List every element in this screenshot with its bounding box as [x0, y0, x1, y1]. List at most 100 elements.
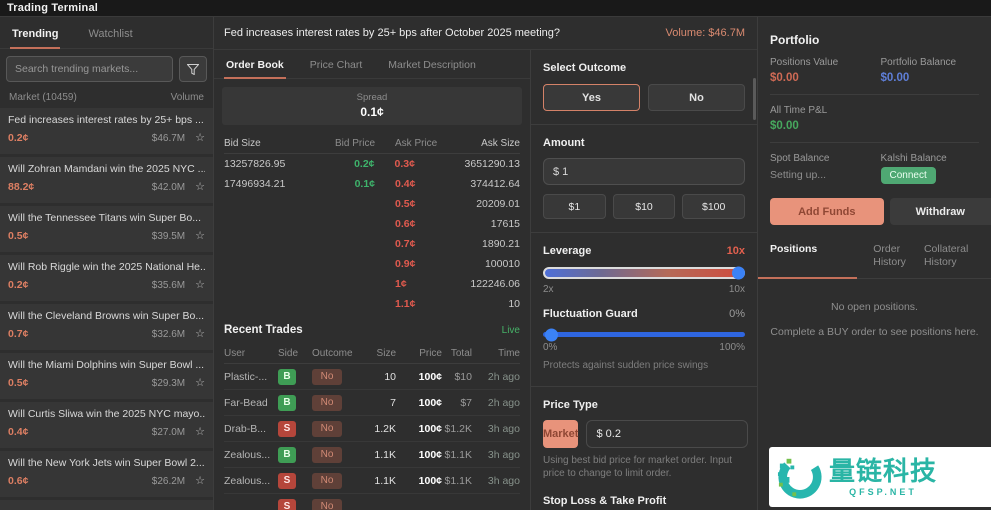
connect-button[interactable]: Connect [880, 167, 936, 184]
recent-trades-title: Recent Trades [224, 324, 303, 336]
trade-time: 2h ago [487, 396, 520, 409]
trade-row[interactable]: Drab-B... S No 1.2K 100¢ $1.2K 3h ago [224, 416, 520, 442]
market-list: Fed increases interest rates by 25+ bps … [0, 108, 213, 510]
leverage-section: Leverage 10x 2x 10x Fluctuation Guard 0% [531, 233, 757, 387]
live-indicator: Live [501, 324, 520, 336]
orderbook-row[interactable]: 0.7¢ 1890.21 [224, 234, 520, 254]
trade-time: 2h ago [487, 370, 520, 383]
orderbook-row[interactable]: 13257826.95 0.2¢ 0.3¢ 3651290.13 [224, 154, 520, 174]
market-volume: $26.2M [151, 475, 186, 487]
quick-amount-10[interactable]: $10 [612, 194, 676, 219]
tab-price-chart[interactable]: Price Chart [309, 59, 363, 71]
tab-collateral-history[interactable]: Collateral History [923, 243, 969, 269]
market-list-item[interactable]: Will Zohran Mamdani win the 2025 NYC ...… [0, 157, 213, 203]
orderbook-row[interactable]: 17496934.21 0.1¢ 0.4¢ 374412.64 [224, 174, 520, 194]
trade-total: $7 [460, 396, 472, 409]
star-icon[interactable]: ☆ [195, 474, 205, 487]
orderbook-row[interactable]: 1¢ 122246.06 [224, 274, 520, 294]
market-price: 0.6¢ [8, 475, 29, 487]
yes-button[interactable]: Yes [543, 84, 640, 111]
trade-row[interactable]: Plastic-... B No 10 100¢ $10 2h ago [224, 364, 520, 390]
orderbook-row[interactable]: 0.9¢ 100010 [224, 254, 520, 274]
market-list-item[interactable]: Will the Cleveland Browns win Super Bo..… [0, 304, 213, 350]
price-type-section: Price Type Market Using best bid price f… [531, 387, 757, 510]
bid-size: 17496934.21 [224, 178, 286, 190]
star-icon[interactable]: ☆ [195, 376, 205, 389]
star-icon[interactable]: ☆ [195, 327, 205, 340]
orderbook-table: Bid Size Bid Price Ask Price Ask Size 13… [214, 133, 530, 314]
market-volume-label: Volume: $46.7M [665, 27, 746, 39]
tab-watchlist[interactable]: Watchlist [88, 28, 133, 40]
portfolio-panel: Portfolio Positions Value $0.00 Portfoli… [758, 17, 991, 510]
outcome-badge: No [312, 498, 342, 510]
fluctuation-guard-thumb[interactable] [545, 328, 558, 341]
add-funds-button[interactable]: Add Funds [770, 198, 884, 225]
tab-positions[interactable]: Positions [758, 237, 858, 280]
tab-order-history[interactable]: Order History [873, 243, 906, 269]
sidebar-tabs: Trending Watchlist [0, 17, 213, 49]
market-title: Will the New York Jets win Super Bowl 2.… [8, 457, 205, 469]
trade-total: $1.1K [444, 474, 472, 487]
market-list-header: Market (10459) Volume [0, 89, 213, 108]
no-button[interactable]: No [648, 84, 745, 111]
trade-row[interactable]: Far-Bead B No 7 100¢ $7 2h ago [224, 390, 520, 416]
market-list-item[interactable]: Fed increases interest rates by 25+ bps … [0, 108, 213, 154]
limit-price-input[interactable] [586, 419, 749, 448]
orderbook-row[interactable]: 0.5¢ 20209.01 [224, 194, 520, 214]
tab-trending[interactable]: Trending [10, 20, 61, 49]
quick-amount-100[interactable]: $100 [682, 194, 746, 219]
spread-box: Spread 0.1¢ [222, 87, 522, 125]
all-time-pnl: $0.00 [770, 120, 799, 132]
trade-form-scrollbar[interactable] [753, 78, 756, 120]
recent-trades-header: User Side Outcome Size Price Total Time [224, 344, 520, 364]
star-icon[interactable]: ☆ [195, 425, 205, 438]
quick-amount-1[interactable]: $1 [543, 194, 606, 219]
tab-order-book[interactable]: Order Book [224, 53, 286, 79]
leverage-value: 10x [726, 245, 745, 257]
leverage-slider[interactable] [543, 266, 745, 280]
trade-row[interactable]: Zealous... B No 1.1K 100¢ $1.1K 3h ago [224, 442, 520, 468]
side-badge-buy: B [278, 368, 296, 385]
orderbook-tabs: Order Book Price Chart Market Descriptio… [214, 50, 530, 79]
market-title: Fed increases interest rates by 25+ bps … [8, 114, 204, 126]
market-question-title: Fed increases interest rates by 25+ bps … [224, 27, 560, 39]
market-list-item[interactable]: Will the Tennessee Titans win Super Bo..… [0, 206, 213, 252]
market-list-item[interactable]: Will Rob Riggle win the 2025 National He… [0, 255, 213, 301]
col-outcome: Outcome [312, 348, 353, 359]
trade-form: Select Outcome Yes No Amount $1 $10 $100 [531, 50, 757, 510]
tab-market-description[interactable]: Market Description [388, 59, 476, 71]
star-icon[interactable]: ☆ [195, 229, 205, 242]
orderbook-row[interactable]: 1.1¢ 10 [224, 294, 520, 314]
star-icon[interactable]: ☆ [195, 278, 205, 291]
trade-size: 10 [384, 370, 396, 383]
price-type-label: Price Type [543, 398, 598, 411]
market-title: Will the Tennessee Titans win Super Bo..… [8, 212, 201, 224]
star-icon[interactable]: ☆ [195, 180, 205, 193]
market-list-item-partial[interactable] [0, 500, 213, 510]
orderbook-row[interactable]: 0.6¢ 17615 [224, 214, 520, 234]
star-icon[interactable]: ☆ [195, 131, 205, 144]
trade-size: 7 [390, 396, 396, 409]
market-list-item[interactable]: Will the New York Jets win Super Bowl 2.… [0, 451, 213, 497]
market-list-item[interactable]: Will Curtis Sliwa win the 2025 NYC mayo.… [0, 402, 213, 448]
filter-button[interactable] [179, 56, 207, 82]
search-input[interactable] [6, 56, 173, 82]
market-price-type-button[interactable]: Market [543, 419, 579, 448]
leverage-slider-thumb[interactable] [732, 266, 745, 280]
spread-label: Spread [356, 92, 388, 103]
withdraw-button[interactable]: Withdraw [889, 198, 991, 225]
trade-row-partial[interactable]: S No [224, 494, 520, 510]
market-title: Will the Miami Dolphins win Super Bowl .… [8, 359, 205, 371]
kalshi-balance-label: Kalshi Balance [880, 153, 947, 164]
amount-input[interactable] [543, 158, 745, 185]
watermark-brand: 量链科技 [829, 455, 938, 486]
trade-user: Far-Bead [224, 396, 268, 409]
trade-row[interactable]: Zealous... S No 1.1K 100¢ $1.1K 3h ago [224, 468, 520, 494]
funnel-icon [187, 63, 199, 75]
fluctuation-guard-slider[interactable] [543, 328, 745, 341]
market-list-item[interactable]: Will the Miami Dolphins win Super Bowl .… [0, 353, 213, 399]
positions-value: $0.00 [770, 72, 799, 84]
empty-hint: Complete a BUY order to see positions he… [770, 326, 979, 339]
market-volume: $39.5M [151, 230, 186, 242]
select-outcome-label: Select Outcome [543, 62, 627, 74]
